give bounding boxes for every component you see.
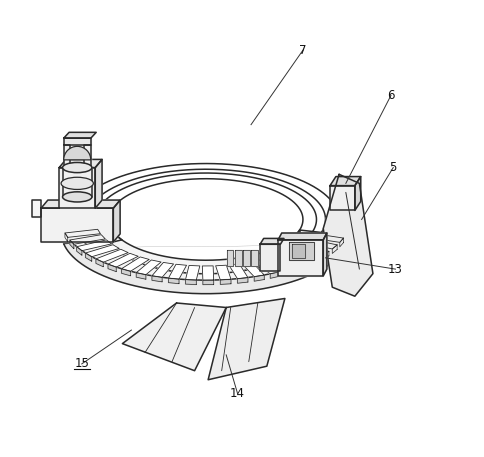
Polygon shape [285, 267, 294, 275]
Polygon shape [76, 247, 82, 255]
Polygon shape [289, 242, 314, 260]
Polygon shape [32, 200, 41, 217]
Polygon shape [242, 262, 264, 276]
Polygon shape [185, 280, 197, 285]
Polygon shape [254, 275, 264, 281]
Polygon shape [73, 164, 339, 255]
Polygon shape [86, 245, 119, 257]
Polygon shape [65, 233, 68, 242]
Polygon shape [220, 279, 231, 284]
Polygon shape [76, 240, 112, 251]
Polygon shape [202, 266, 214, 280]
Polygon shape [108, 253, 138, 267]
Polygon shape [243, 250, 250, 266]
Polygon shape [302, 239, 337, 249]
Text: 7: 7 [299, 44, 307, 57]
Polygon shape [84, 145, 91, 168]
Polygon shape [59, 168, 95, 208]
Polygon shape [260, 239, 284, 244]
Polygon shape [238, 277, 248, 283]
Ellipse shape [62, 163, 92, 173]
Polygon shape [355, 176, 361, 210]
Polygon shape [323, 174, 373, 296]
Polygon shape [62, 168, 92, 197]
Polygon shape [227, 250, 233, 266]
Text: 13: 13 [388, 263, 403, 276]
Polygon shape [278, 233, 327, 240]
Polygon shape [340, 238, 344, 247]
Polygon shape [86, 253, 92, 261]
Polygon shape [254, 259, 280, 274]
Polygon shape [229, 264, 248, 279]
Polygon shape [216, 265, 231, 280]
Polygon shape [168, 278, 179, 284]
Polygon shape [299, 263, 307, 271]
Ellipse shape [62, 192, 92, 202]
Polygon shape [332, 245, 337, 254]
Polygon shape [266, 256, 294, 270]
Wedge shape [64, 146, 91, 160]
Text: 14: 14 [230, 387, 245, 400]
Polygon shape [121, 257, 149, 271]
Polygon shape [96, 249, 128, 262]
Polygon shape [203, 280, 214, 285]
Polygon shape [330, 176, 361, 186]
Polygon shape [208, 298, 285, 380]
Polygon shape [64, 138, 91, 145]
Polygon shape [323, 233, 327, 276]
Polygon shape [64, 145, 71, 168]
Polygon shape [95, 159, 102, 208]
Polygon shape [286, 248, 319, 261]
Polygon shape [41, 208, 113, 242]
Polygon shape [121, 269, 131, 276]
Text: 6: 6 [387, 89, 395, 102]
Polygon shape [260, 244, 280, 271]
Polygon shape [295, 244, 329, 255]
Polygon shape [312, 257, 319, 265]
Text: 15: 15 [75, 357, 89, 371]
Polygon shape [70, 240, 74, 249]
Polygon shape [152, 276, 162, 282]
Polygon shape [308, 233, 344, 242]
Polygon shape [41, 200, 120, 208]
Polygon shape [108, 264, 116, 271]
Polygon shape [64, 133, 96, 138]
Polygon shape [323, 251, 329, 260]
Polygon shape [270, 271, 280, 278]
Polygon shape [152, 262, 174, 277]
Ellipse shape [61, 177, 93, 190]
Polygon shape [235, 250, 242, 266]
Polygon shape [330, 186, 355, 210]
Polygon shape [251, 250, 258, 266]
Polygon shape [59, 159, 102, 168]
Polygon shape [96, 259, 103, 267]
Polygon shape [185, 266, 200, 280]
Polygon shape [136, 273, 146, 279]
Polygon shape [136, 260, 161, 275]
Polygon shape [70, 235, 106, 244]
Polygon shape [278, 240, 323, 276]
Text: 5: 5 [390, 161, 397, 174]
Polygon shape [65, 229, 101, 237]
Polygon shape [292, 244, 305, 258]
Polygon shape [63, 227, 346, 280]
Polygon shape [122, 303, 226, 371]
Polygon shape [168, 264, 186, 279]
Polygon shape [276, 252, 307, 266]
Polygon shape [63, 240, 346, 294]
Polygon shape [113, 200, 120, 242]
